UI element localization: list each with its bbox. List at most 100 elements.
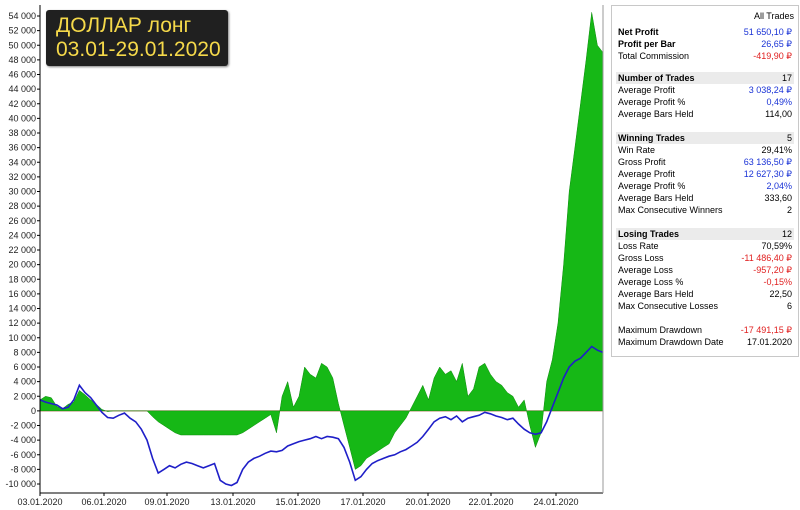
y-tick-label: 18 000 <box>8 274 36 284</box>
stat-loss-rate: Loss Rate 70,59% <box>616 240 794 252</box>
stat-value: 333,60 <box>764 193 792 203</box>
y-tick-label: 20 000 <box>8 260 36 270</box>
y-tick-label: 26 000 <box>8 216 36 226</box>
y-tick-label: 30 000 <box>8 187 36 197</box>
y-tick-label: 22 000 <box>8 245 36 255</box>
x-tick-label: 03.01.2020 <box>17 497 62 507</box>
section-label: Number of Trades <box>618 73 695 83</box>
chart-subtitle: 03.01-29.01.2020 <box>56 38 221 61</box>
stat-label: Max Consecutive Winners <box>618 205 723 215</box>
x-tick-label: 22.01.2020 <box>468 497 513 507</box>
y-tick-label: 8 000 <box>13 347 36 357</box>
stat-value: 12 627,30 ₽ <box>743 169 792 179</box>
y-tick-label: 48 000 <box>8 55 36 65</box>
y-tick-label: 44 000 <box>8 84 36 94</box>
y-tick-label: -10 000 <box>5 479 36 489</box>
stat-value: -17 491,15 ₽ <box>740 325 792 335</box>
stat-profit-per-bar: Profit per Bar 26,65 ₽ <box>616 38 794 50</box>
stat-label: Loss Rate <box>618 241 659 251</box>
y-tick-label: 42 000 <box>8 99 36 109</box>
x-tick-label: 06.01.2020 <box>81 497 126 507</box>
stat-gross-profit: Gross Profit 63 136,50 ₽ <box>616 156 794 168</box>
section-label: Losing Trades <box>618 229 680 239</box>
equity-chart: 54 000 52 000 50 000 48 000 46 000 44 000 42 0… <box>0 0 605 510</box>
stat-max-consecutive-losses: Max Consecutive Losses 6 <box>616 300 794 312</box>
x-tick-label: 15.01.2020 <box>275 497 320 507</box>
stat-loss-average-bars: Average Bars Held 22,50 <box>616 288 794 300</box>
stat-value: 114,00 <box>765 109 792 119</box>
stat-label: Total Commission <box>618 51 690 61</box>
stat-gross-loss: Gross Loss -11 486,40 ₽ <box>616 252 794 264</box>
chart-title: ДОЛЛАР лонг <box>56 14 192 37</box>
y-tick-label: 52 000 <box>8 26 36 36</box>
stat-label: Win Rate <box>618 145 656 155</box>
stat-value: -11 486,40 ₽ <box>741 253 792 263</box>
y-tick-label: 54 000 <box>8 11 36 21</box>
stat-value: 26,65 ₽ <box>761 39 792 49</box>
x-tick-label: 17.01.2020 <box>340 497 385 507</box>
y-tick-label: 2 000 <box>13 391 36 401</box>
y-tick-label: 40 000 <box>8 113 36 123</box>
stat-average-profit-pct: Average Profit % 0,49% <box>616 96 794 108</box>
y-tick-label: 16 000 <box>8 289 36 299</box>
stat-label: Net Profit <box>618 27 659 37</box>
chart-svg: 54 000 52 000 50 000 48 000 46 000 44 000 42 0… <box>0 0 605 510</box>
stat-value: 70,59% <box>761 241 792 251</box>
stat-net-profit: Net Profit 51 650,10 ₽ <box>616 26 794 38</box>
stat-value: -957,20 ₽ <box>753 265 792 275</box>
section-number-of-trades: Number of Trades 17 <box>616 72 794 84</box>
stat-value: -0,15% <box>763 277 792 287</box>
section-value: 5 <box>786 133 792 143</box>
stat-label: Max Consecutive Losses <box>618 301 719 311</box>
profit-area <box>39 12 604 470</box>
stat-label: Average Profit % <box>618 97 686 107</box>
stat-maximum-drawdown: Maximum Drawdown -17 491,15 ₽ <box>616 324 794 336</box>
stat-value: -419,90 ₽ <box>753 51 792 61</box>
stat-win-average-profit: Average Profit 12 627,30 ₽ <box>616 168 794 180</box>
x-tick-label: 09.01.2020 <box>144 497 189 507</box>
x-tick-label: 13.01.2020 <box>210 497 255 507</box>
stat-value: 29,41% <box>761 145 792 155</box>
y-tick-label: -2 000 <box>10 421 36 431</box>
y-tick-label: 12 000 <box>8 318 36 328</box>
stat-total-commission: Total Commission -419,90 ₽ <box>616 50 794 62</box>
stat-label: Gross Loss <box>618 253 664 263</box>
y-tick-label: 46 000 <box>8 70 36 80</box>
stat-label: Maximum Drawdown Date <box>618 337 724 347</box>
stat-value: 3 038,24 ₽ <box>748 85 792 95</box>
y-tick-label: 38 000 <box>8 128 36 138</box>
stat-win-rate: Win Rate 29,41% <box>616 144 794 156</box>
y-tick-label: 4 000 <box>13 377 36 387</box>
statistics-panel: All Trades Net Profit 51 650,10 ₽ Profit… <box>611 5 799 357</box>
y-tick-label: 32 000 <box>8 172 36 182</box>
chart-background <box>0 0 605 510</box>
stat-value: 0,49% <box>766 97 792 107</box>
chart-title-box: ДОЛЛАР лонг 03.01-29.01.2020 <box>46 10 228 66</box>
stat-label: Average Bars Held <box>618 289 694 299</box>
y-tick-label: 0 <box>31 406 36 416</box>
stat-label: Average Profit <box>618 169 675 179</box>
stat-value: 22,50 <box>769 289 792 299</box>
stat-value: 51 650,10 ₽ <box>743 27 792 37</box>
stat-label: Average Profit % <box>618 181 686 191</box>
stat-label: Profit per Bar <box>618 39 676 49</box>
stat-average-loss-pct: Average Loss % -0,15% <box>616 276 794 288</box>
stat-label: Maximum Drawdown <box>618 325 703 335</box>
y-tick-label: 34 000 <box>8 157 36 167</box>
y-tick-label: 14 000 <box>8 304 36 314</box>
stat-max-consecutive-winners: Max Consecutive Winners 2 <box>616 204 794 216</box>
y-tick-label: -8 000 <box>10 464 36 474</box>
y-tick-label: 10 000 <box>8 333 36 343</box>
stat-value: 6 <box>786 301 792 311</box>
stat-label: Average Loss % <box>618 277 684 287</box>
stat-label: Gross Profit <box>618 157 666 167</box>
stat-win-average-bars: Average Bars Held 333,60 <box>616 192 794 204</box>
stat-label: Average Profit <box>618 85 675 95</box>
stat-label: Average Bars Held <box>618 193 694 203</box>
stat-value: 2,04% <box>766 181 792 191</box>
x-tick-label: 20.01.2020 <box>405 497 450 507</box>
stat-value: 2 <box>786 205 792 215</box>
section-label: Winning Trades <box>618 133 685 143</box>
stat-average-bars-held: Average Bars Held 114,00 <box>616 108 794 120</box>
